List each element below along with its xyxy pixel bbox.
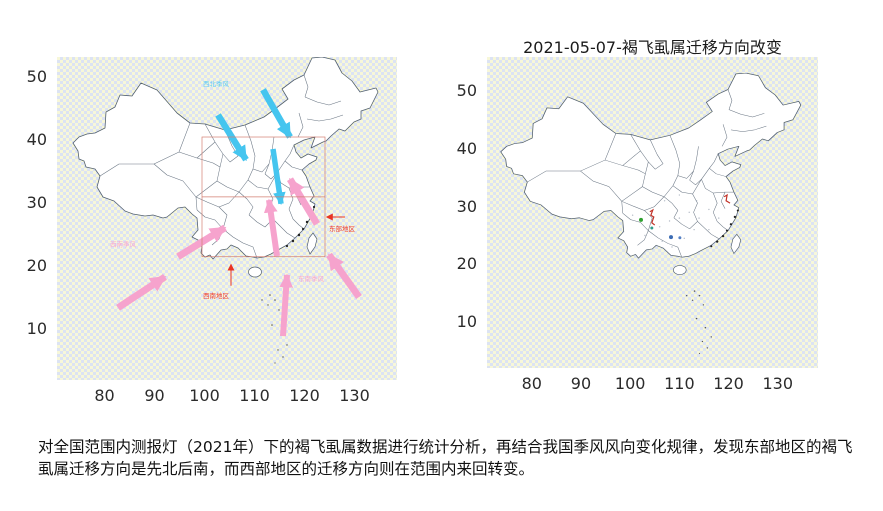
station-speck bbox=[668, 220, 671, 222]
x-tick-label: 110 bbox=[664, 374, 695, 393]
station-speck bbox=[688, 211, 690, 214]
y-tick-label: 30 bbox=[26, 193, 47, 213]
east-region-label: 东部地区 bbox=[329, 224, 356, 233]
x-tick-label: 130 bbox=[339, 386, 370, 405]
station-speck bbox=[644, 234, 646, 237]
x-tick-label: 130 bbox=[762, 374, 794, 393]
station-speck bbox=[695, 200, 698, 202]
right-map-title: 2021-05-07-褐飞虱属迁移方向改变 bbox=[523, 38, 782, 57]
planthopper-marker-blue-1 bbox=[669, 235, 674, 240]
station-speck bbox=[683, 237, 685, 240]
station-speck bbox=[678, 217, 681, 219]
right-map-plot: 80 90 100 110 120 130 50 40 30 20 10 bbox=[457, 57, 818, 393]
y-tick-label: 50 bbox=[456, 81, 477, 101]
planthopper-marker-teal bbox=[650, 226, 654, 230]
y-tick-label: 10 bbox=[26, 319, 47, 339]
plot-background bbox=[57, 57, 397, 380]
y-tick-label: 40 bbox=[26, 130, 47, 150]
station-speck bbox=[631, 214, 634, 216]
southeast-monsoon-arrow-3 bbox=[279, 273, 294, 337]
x-tick-label: 120 bbox=[713, 374, 744, 393]
southwest-monsoon-arrow-1 bbox=[116, 273, 167, 311]
station-speck bbox=[658, 226, 661, 228]
map-overlay bbox=[631, 193, 731, 248]
y-tick-label: 20 bbox=[26, 256, 47, 276]
x-tick-label: 80 bbox=[521, 374, 542, 393]
station-speck bbox=[698, 217, 700, 219]
y-tick-label: 50 bbox=[26, 67, 47, 87]
southeast-monsoon-arrow-2 bbox=[326, 252, 362, 300]
x-tick-label: 90 bbox=[570, 374, 592, 393]
southeast-monsoon-label: 东南季风 bbox=[298, 274, 325, 283]
southwest-monsoon-arrow-2 bbox=[176, 224, 227, 260]
migration-track-sichuan bbox=[649, 208, 656, 226]
planthopper-marker-green bbox=[638, 217, 643, 222]
station-speck bbox=[661, 240, 663, 242]
x-tick-label: 120 bbox=[289, 386, 320, 405]
station-speck bbox=[708, 228, 710, 231]
y-tick-label: 30 bbox=[456, 196, 477, 216]
southwest-region-label: 西南地区 bbox=[203, 291, 230, 300]
station-speck bbox=[678, 194, 681, 196]
south-monsoon-arrow bbox=[263, 198, 280, 257]
station-speck bbox=[693, 228, 695, 231]
station-speck bbox=[671, 246, 673, 248]
figure-caption: 对全国范围内测报灯（2021年）下的褐飞虱属数据进行统计分析，再结合我国季风风向… bbox=[38, 438, 853, 478]
southeast-monsoon-arrow-1 bbox=[287, 177, 320, 226]
planthopper-marker-blue-2 bbox=[678, 236, 682, 240]
x-tick-label: 80 bbox=[94, 386, 115, 405]
y-tick-label: 40 bbox=[456, 138, 477, 158]
station-speck bbox=[708, 208, 710, 211]
northwest-monsoon-label: 西北季风 bbox=[203, 79, 230, 88]
left-map-plot: 西北季风西南季风东南季风 东部地区西南地区 80 90 100 110 120 130 50 4… bbox=[27, 57, 397, 405]
x-tick-label: 90 bbox=[144, 386, 165, 405]
x-tick-label: 110 bbox=[239, 386, 270, 405]
migration-track-shanghai bbox=[723, 193, 731, 204]
northwest-monsoon-arrow-2 bbox=[260, 88, 293, 139]
y-tick-label: 20 bbox=[456, 254, 477, 274]
southwest-monsoon-label: 西南季风 bbox=[110, 240, 137, 249]
station-speck bbox=[718, 217, 720, 219]
y-tick-label: 10 bbox=[456, 312, 477, 332]
station-speck bbox=[663, 200, 666, 202]
northwest-monsoon-arrow-3 bbox=[270, 148, 286, 206]
x-tick-label: 100 bbox=[614, 374, 646, 393]
x-tick-label: 100 bbox=[189, 386, 220, 405]
